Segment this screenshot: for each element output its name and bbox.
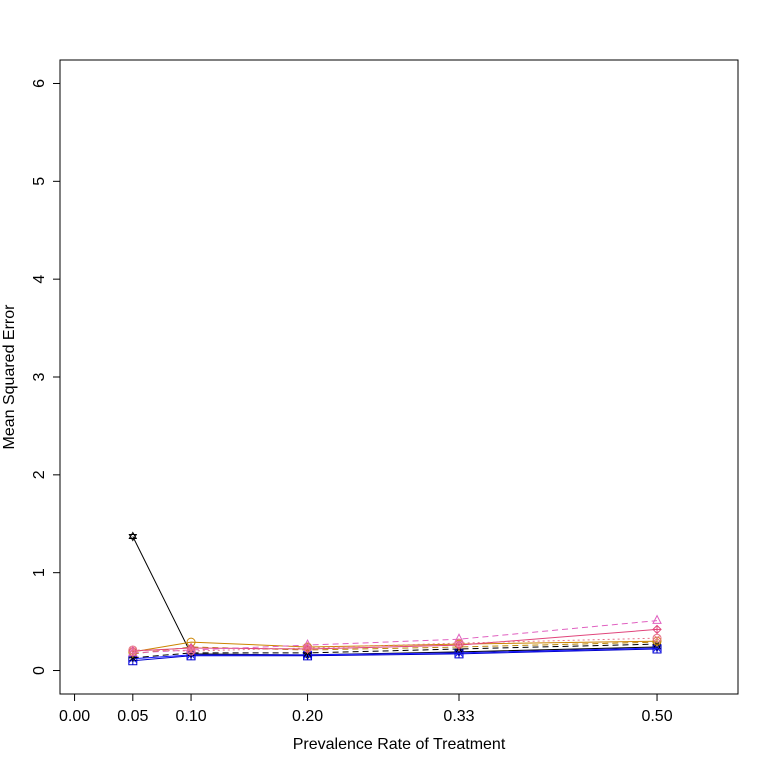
data-point <box>454 633 464 643</box>
data-point <box>652 624 662 635</box>
x-tick-label: 0.00 <box>59 708 90 725</box>
y-tick-label: 2 <box>31 470 48 479</box>
data-point <box>303 643 313 653</box>
x-tick-label: 0.33 <box>443 708 474 725</box>
x-axis-label: Prevalence Rate of Treatment <box>293 736 506 753</box>
y-axis: 0 1 2 3 4 5 6 <box>31 79 61 675</box>
data-point <box>652 633 662 643</box>
x-tick-label: 0.05 <box>117 708 148 725</box>
y-tick-label: 3 <box>31 372 48 381</box>
data-point <box>128 645 138 655</box>
series-line <box>132 620 658 654</box>
x-axis: 0.00 0.05 0.10 0.20 0.33 0.50 <box>59 693 673 725</box>
data-point <box>128 531 138 542</box>
y-axis-label: Mean Squared Error <box>1 304 18 450</box>
x-tick-label: 0.50 <box>641 708 672 725</box>
data-point <box>186 646 196 656</box>
y-tick-label: 1 <box>31 568 48 577</box>
data-point <box>652 614 662 624</box>
y-tick-label: 0 <box>31 666 48 675</box>
x-tick-label: 0.10 <box>175 708 206 725</box>
y-tick-label: 5 <box>31 177 48 186</box>
x-tick-label: 0.20 <box>292 708 323 725</box>
y-tick-label: 6 <box>31 79 48 88</box>
series <box>128 633 662 656</box>
data-point <box>454 638 464 648</box>
y-tick-label: 4 <box>31 275 48 284</box>
series-layer <box>127 531 662 666</box>
